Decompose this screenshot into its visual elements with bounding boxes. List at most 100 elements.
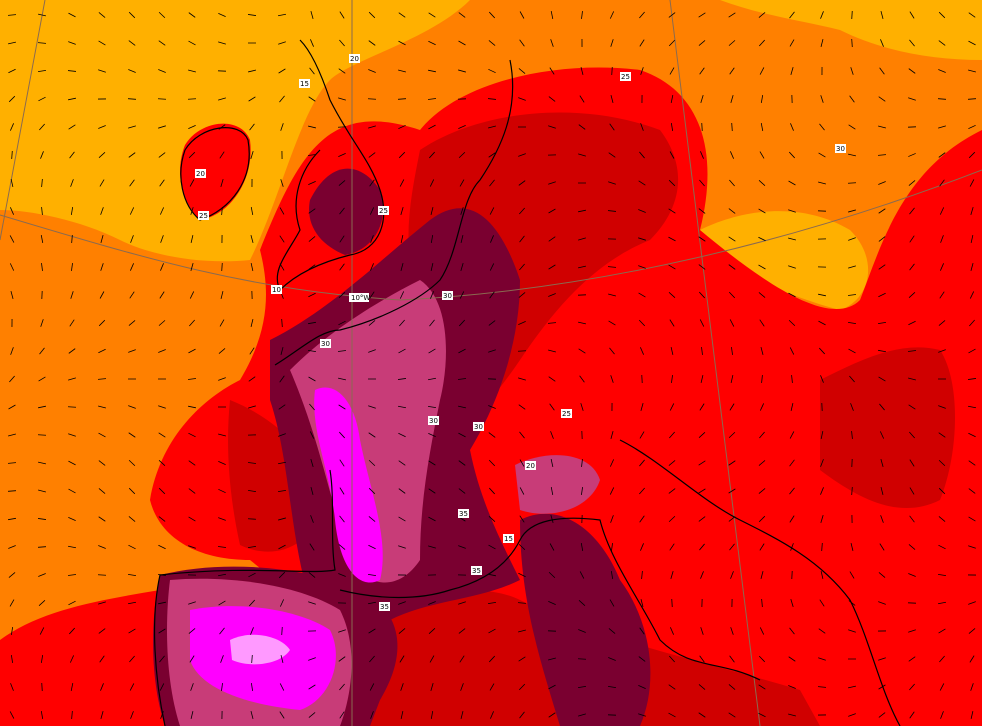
wind-arrow xyxy=(970,235,974,243)
wind-arrow xyxy=(129,655,135,663)
contour-label-box xyxy=(835,144,846,153)
wind-arrow xyxy=(158,320,166,326)
wind-arrow xyxy=(699,67,705,75)
wind-arrow xyxy=(310,459,314,467)
contour-label: 35 xyxy=(459,510,468,518)
wind-arrow xyxy=(487,602,497,604)
wind-arrow xyxy=(187,378,197,380)
wind-arrow xyxy=(458,12,466,18)
wind-arrow xyxy=(41,262,43,272)
wind-arrow xyxy=(70,179,74,187)
wind-arrow xyxy=(430,683,434,691)
wind-arrow xyxy=(609,123,615,131)
wind-arrow xyxy=(848,600,856,606)
wind-arrow xyxy=(728,488,736,494)
wind-arrow xyxy=(9,263,15,271)
wind-arrow xyxy=(279,375,285,383)
wind-arrow xyxy=(428,488,436,494)
wind-arrow xyxy=(188,545,196,549)
wind-arrow xyxy=(339,459,345,467)
wind-arrow xyxy=(430,263,434,271)
wind-arrow xyxy=(488,349,496,353)
wind-arrow xyxy=(307,154,317,156)
wind-arrow xyxy=(968,69,976,73)
wind-arrow xyxy=(730,571,734,579)
wind-arrow xyxy=(428,40,436,46)
wind-arrow xyxy=(338,291,346,299)
wind-arrow xyxy=(669,403,675,411)
wind-arrow xyxy=(10,683,14,691)
wind-arrow xyxy=(128,487,136,495)
wind-arrow xyxy=(581,458,583,468)
wind-arrow xyxy=(40,654,44,664)
wind-arrow xyxy=(460,207,464,215)
wind-arrow xyxy=(459,655,465,663)
wind-arrow xyxy=(487,98,497,100)
wind-arrow xyxy=(518,153,526,157)
wind-arrow xyxy=(339,515,345,523)
wind-arrow xyxy=(638,265,646,269)
wind-arrow xyxy=(488,320,496,326)
wind-arrow xyxy=(308,236,316,242)
wind-arrow xyxy=(548,293,556,297)
wind-arrow xyxy=(518,656,526,662)
wind-arrow xyxy=(68,517,76,521)
wind-arrow xyxy=(429,179,435,187)
wind-arrow xyxy=(578,209,586,213)
wind-arrow xyxy=(309,403,315,411)
wind-arrow xyxy=(128,349,136,353)
wind-arrow xyxy=(517,350,527,352)
wind-arrow xyxy=(880,515,884,523)
wind-arrow xyxy=(429,655,435,663)
wind-arrow xyxy=(550,515,554,523)
wind-arrow xyxy=(968,151,976,159)
wind-arrow xyxy=(188,348,196,354)
contour-label-box xyxy=(471,566,482,575)
wind-arrow xyxy=(518,572,526,578)
wind-arrow xyxy=(7,517,17,521)
wind-arrow xyxy=(218,12,226,18)
wind-arrow xyxy=(308,712,316,718)
wind-arrow xyxy=(609,599,615,607)
wind-arrow xyxy=(400,683,404,691)
wind-arrow xyxy=(788,209,796,213)
wind-arrow xyxy=(400,263,404,271)
wind-arrow xyxy=(458,432,466,438)
wind-arrow xyxy=(458,319,466,327)
wind-arrow xyxy=(968,348,976,354)
wind-arrow xyxy=(308,125,316,129)
wind-arrow xyxy=(458,628,466,634)
wind-arrow xyxy=(399,179,405,187)
wind-arrow xyxy=(909,11,915,19)
wind-arrow xyxy=(880,11,884,19)
wind-arrow xyxy=(247,489,257,493)
wind-arrow xyxy=(907,350,917,352)
wind-arrow xyxy=(188,488,196,494)
wind-arrow xyxy=(218,41,226,45)
extreme-region-poplain xyxy=(515,455,600,514)
wind-arrow xyxy=(608,293,616,297)
wind-arrow xyxy=(98,348,106,354)
wind-arrow xyxy=(37,518,47,520)
wind-arrow xyxy=(8,95,16,103)
wind-arrow xyxy=(369,655,375,663)
wind-arrow xyxy=(428,460,436,466)
wind-arrow xyxy=(128,152,136,158)
wind-arrow xyxy=(221,262,223,272)
wind-arrow xyxy=(278,544,286,550)
wind-arrow xyxy=(818,657,826,661)
wind-arrow xyxy=(908,320,916,326)
wind-arrow xyxy=(430,234,434,244)
wind-arrow xyxy=(488,655,496,663)
wind-arrow xyxy=(788,237,796,241)
wind-arrow xyxy=(879,543,885,551)
wind-arrow xyxy=(758,12,766,18)
contour-label: 20 xyxy=(350,55,359,63)
wind-arrow xyxy=(938,320,946,326)
contour-label: 10 xyxy=(272,286,281,294)
wind-arrow xyxy=(189,655,195,663)
wind-arrow xyxy=(909,263,915,271)
wind-arrow xyxy=(368,11,376,19)
